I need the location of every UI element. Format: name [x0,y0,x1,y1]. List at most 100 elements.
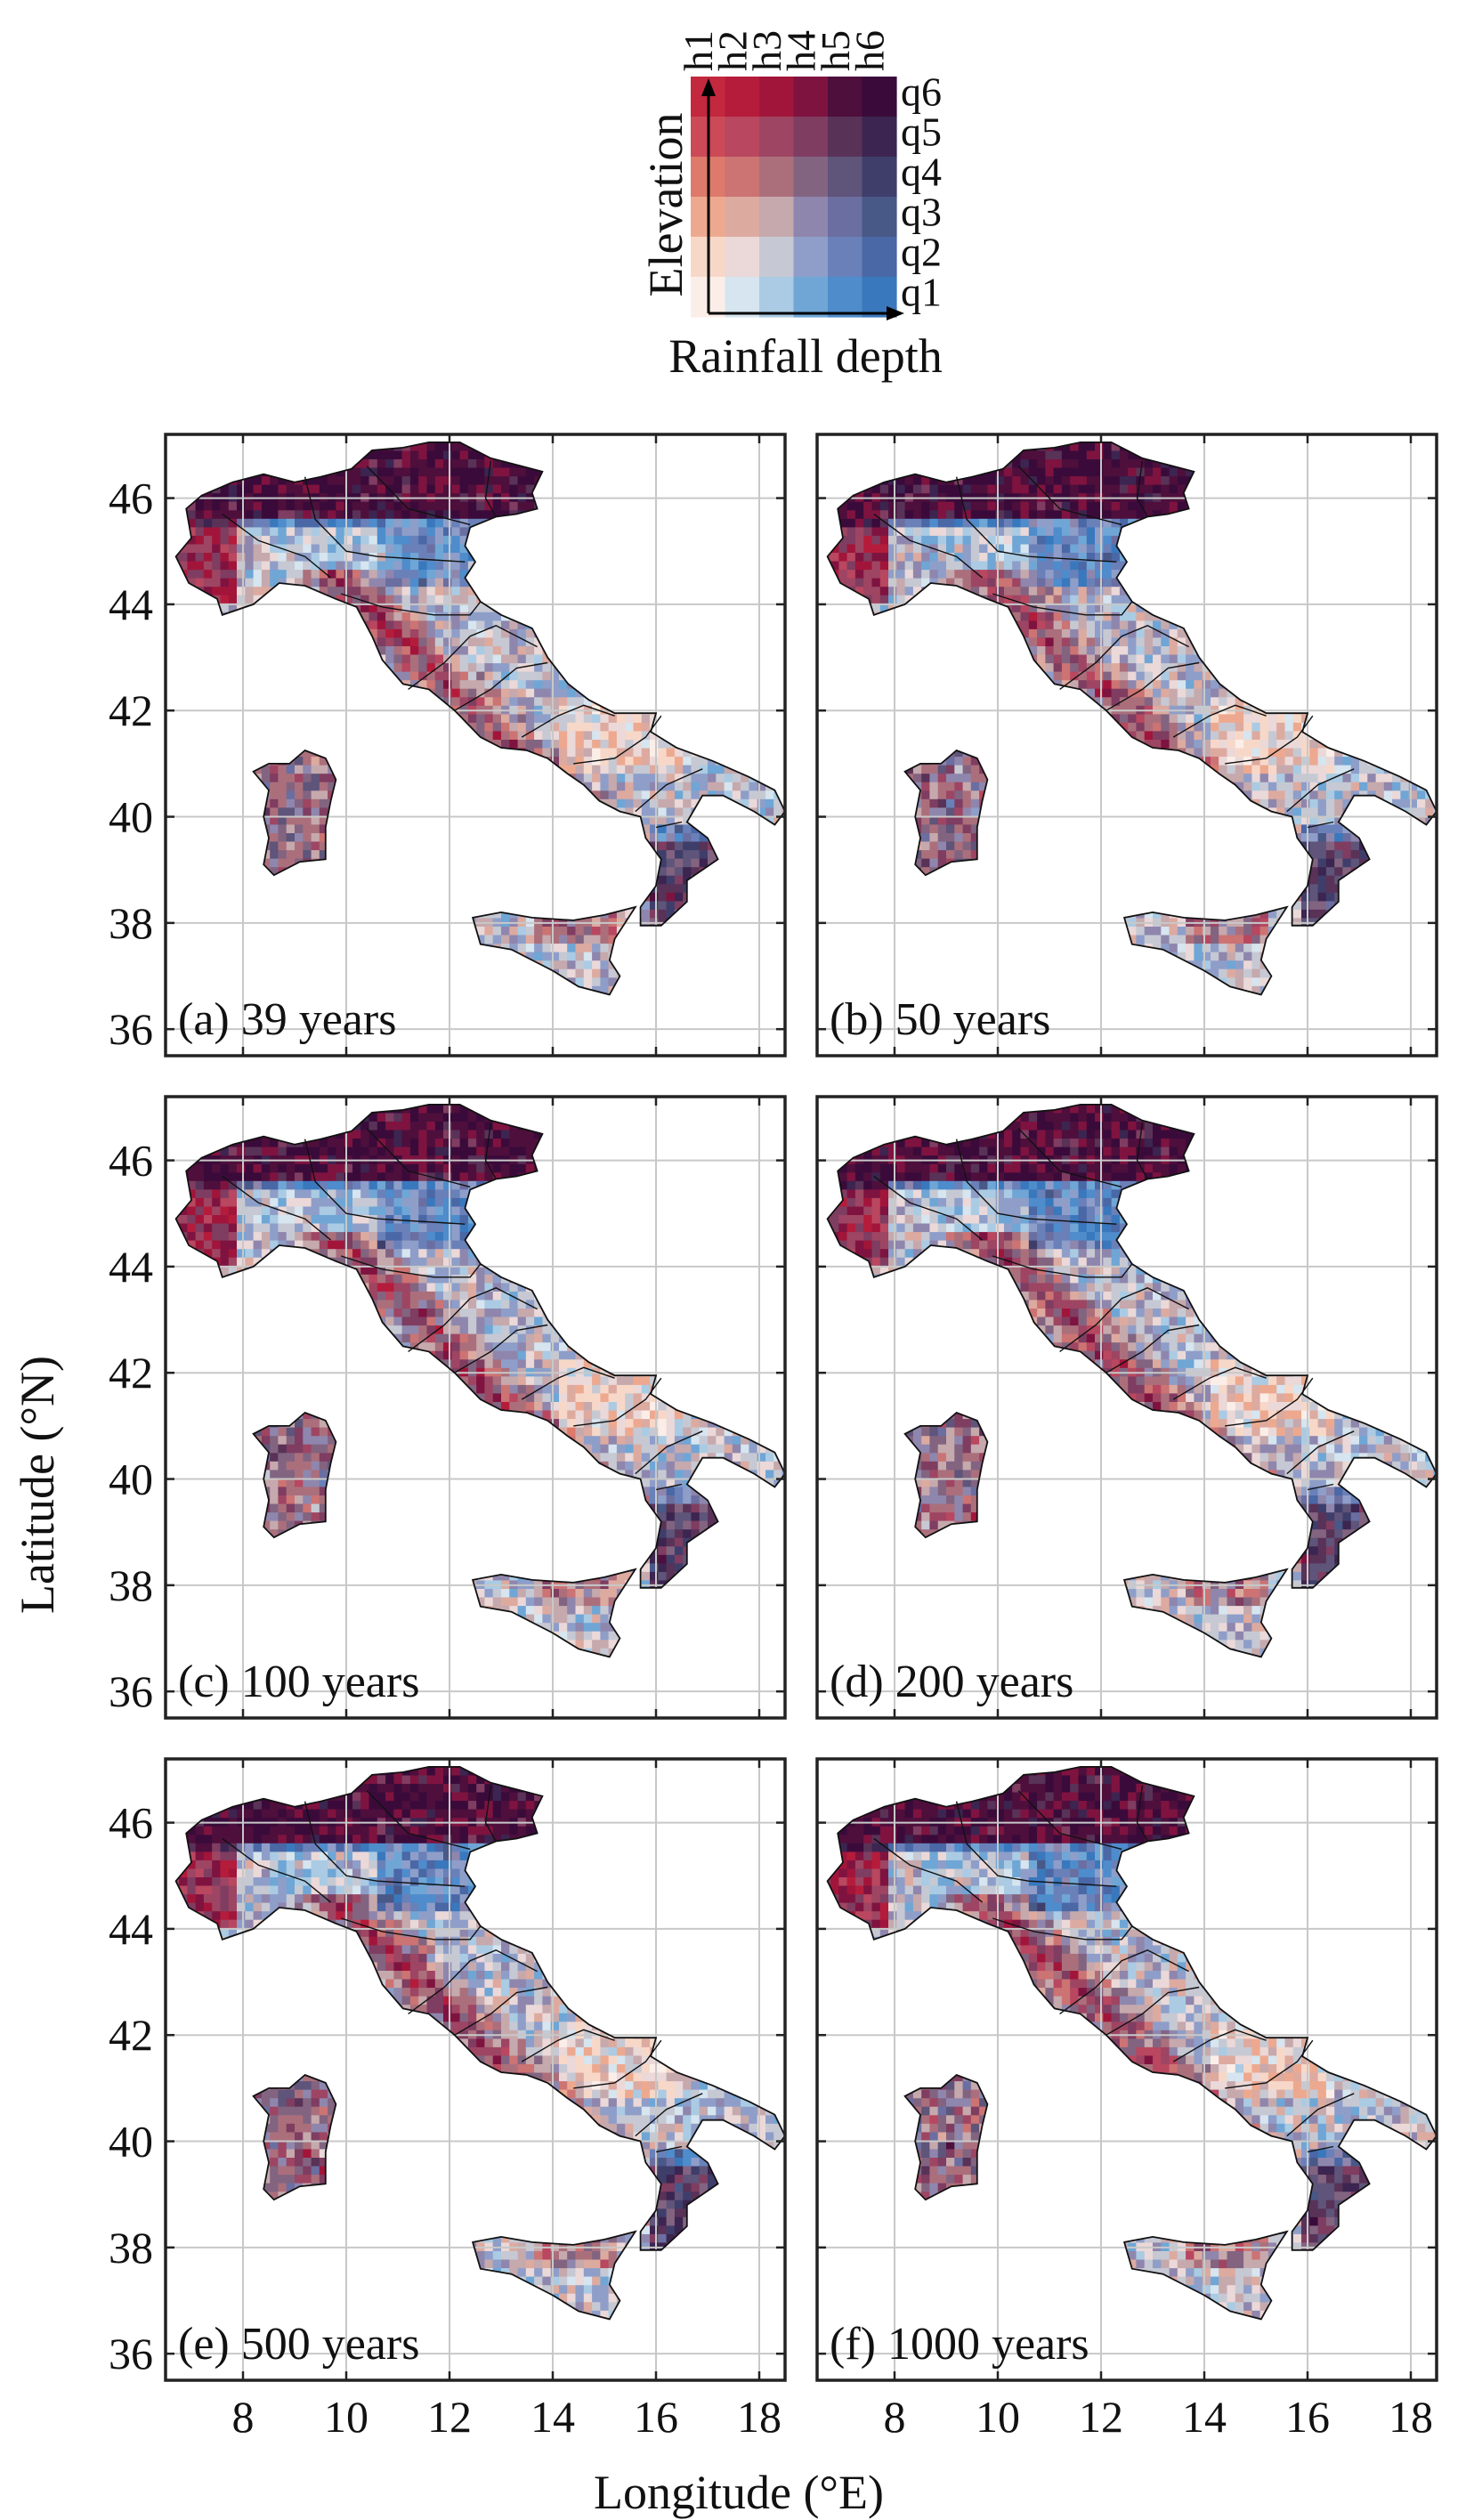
y-tick-label: 40 [109,792,153,842]
y-tick-label: 46 [109,1798,153,1848]
region-border [573,715,662,765]
legend-cell [862,117,897,158]
region-border [1225,2039,1314,2089]
legend-cell [828,237,863,278]
region-border [655,821,683,829]
y-tick-label: 36 [109,1004,153,1054]
panel-frame [815,433,1438,1057]
region-border [366,1128,471,1188]
region-border [1286,768,1355,813]
region-border [1286,1430,1355,1475]
region-border [521,704,615,738]
elevation-arrowhead-icon [701,78,716,96]
region-border [454,1324,548,1373]
region-border [484,1122,497,1179]
y-tick-label: 38 [109,898,153,948]
ticks [166,1097,785,1718]
y-tick-label: 46 [109,1136,153,1186]
region-border [408,625,538,690]
y-tick-label: 40 [109,1454,153,1504]
region-border [1136,460,1148,517]
sardinia-coastline [903,1411,989,1539]
region-border [521,1366,615,1400]
rainfall-label: Rainfall depth [668,329,942,383]
legend-cell [828,157,863,198]
y-tick-label: 38 [109,1560,153,1610]
region-border [1225,1377,1314,1427]
region-border [1059,1949,1189,2014]
y-tick-label: 42 [109,2010,153,2060]
region-border [222,1175,332,1241]
legend-cell [793,157,829,198]
grid [166,434,785,1056]
sardinia-coastline [903,2073,989,2201]
elevation-label: Elevation [639,113,692,297]
map-panels: 36 38 40 42 44 46 (a) 39 years (b) 50 years 36 38… [109,433,1438,2442]
ticks [166,1759,785,2380]
sicily-coastline [1122,905,1289,996]
ticks [817,434,1437,1056]
region-border [408,1287,538,1352]
legend-cell [759,277,795,318]
legend-q-label: q4 [901,149,942,194]
grid [817,434,1437,1056]
mainland-coastline [174,1104,787,1589]
panel-label: (b) 50 years [830,994,1050,1045]
legend-cell [759,117,795,158]
y-tick-label: 36 [109,2329,153,2378]
region-border [1172,2029,1267,2062]
legend-cell [828,77,863,117]
x-tick-label: 12 [1079,2392,1123,2442]
legend-h-label: h4 [778,30,823,71]
panel-frame [164,1095,787,1720]
region-border [992,1917,1133,1941]
legend-cells [691,77,897,318]
x-tick-label: 18 [737,2392,782,2442]
legend-cell [862,157,897,198]
legend-cell [725,77,760,117]
legend-cell [862,77,897,117]
region-border [1106,1324,1200,1373]
map-panel: 36 38 40 42 44 46 8 10 12 14 16 18 (e) 500 years [109,1757,787,2442]
sardinia-coastline [252,1411,337,1539]
panel-frame [164,1757,787,2382]
legend-q-label: q3 [901,189,942,234]
region-border [1307,2145,1334,2153]
map-panel: (d) 200 years [815,1095,1438,1720]
panel-frame [164,433,787,1057]
panel-label: (f) 1000 years [830,2319,1089,2370]
sicily-coastline [1122,1568,1289,1658]
y-tick-label: 38 [109,2223,153,2273]
region-border [366,466,471,526]
legend-cell [759,197,795,238]
panel-label: (a) 39 years [178,994,396,1045]
legend-h-label: h5 [813,30,858,71]
grid [166,1759,785,2380]
y-tick-label: 42 [109,1348,153,1398]
region-border [1286,2093,1355,2137]
map-panel: 36 38 40 42 44 46 (c) 100 years [109,1095,787,1720]
mainland-coastline [826,442,1438,927]
sardinia-coastline [252,749,337,877]
y-tick-label: 42 [109,685,153,735]
y-tick-label: 44 [109,579,153,629]
panel-label: (c) 100 years [178,1657,419,1707]
legend-cell [759,77,795,117]
sardinia-coastline [252,2073,337,2201]
legend-cell [828,197,863,238]
x-tick-label: 16 [1285,2392,1330,2442]
y-tick-label: 46 [109,474,153,523]
grid [817,1097,1437,1718]
y-axis-title: Latitude (°N) [11,1356,64,1614]
x-tick-label: 8 [232,2392,255,2442]
legend-q-label: q2 [901,229,942,274]
region-border [573,1377,662,1427]
x-tick-label: 10 [976,2392,1020,2442]
mainland-coastline [826,1104,1438,1589]
x-tick-label: 18 [1389,2392,1433,2442]
region-border [573,2039,662,2089]
region-border [222,513,332,579]
region-border [1172,1366,1267,1400]
region-border [1017,1128,1122,1188]
ticks [817,1097,1437,1718]
